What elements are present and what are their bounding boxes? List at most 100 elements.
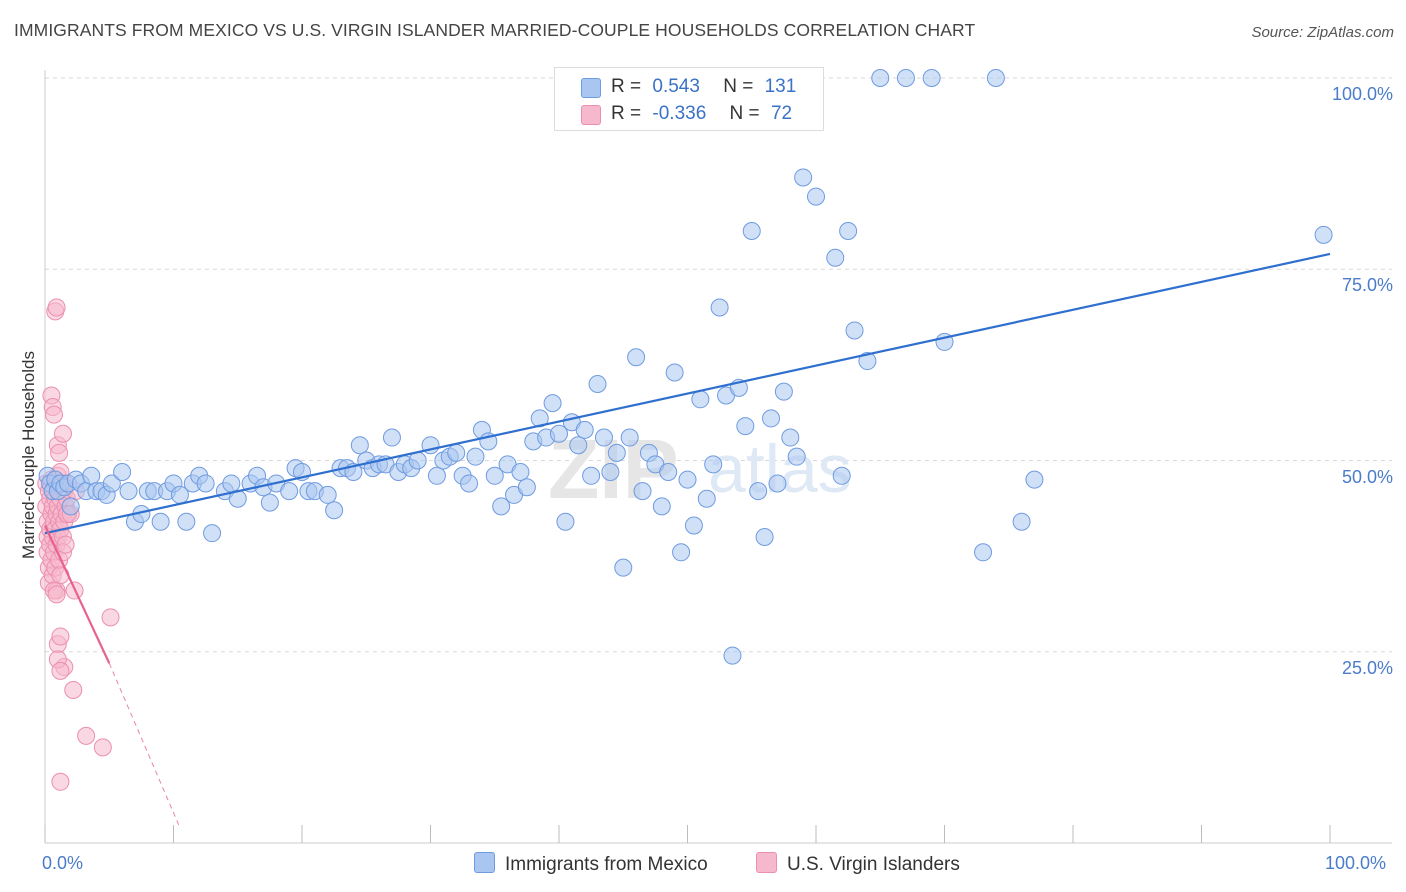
- data-point-mexico: [177, 512, 196, 531]
- grid-lines: [45, 77, 1392, 653]
- data-point-mexico: [427, 466, 446, 485]
- bottom-legend-label-virgin-islanders: U.S. Virgin Islanders: [787, 854, 960, 875]
- data-point-mexico: [614, 558, 633, 577]
- data-point-mexico: [986, 69, 1005, 87]
- data-point-mexico: [684, 516, 703, 535]
- data-point-mexico: [974, 543, 993, 562]
- series-virgin-islanders: [37, 298, 120, 791]
- data-point-mexico: [691, 390, 710, 409]
- data-point-virgin-islanders: [101, 608, 120, 627]
- data-point-mexico: [871, 69, 890, 87]
- data-point-mexico: [260, 493, 279, 512]
- legend-swatch-virgin-islanders: [581, 105, 601, 125]
- data-point-mexico: [588, 375, 607, 393]
- data-point-mexico: [774, 382, 793, 401]
- watermark-atlas: atlas: [708, 431, 852, 507]
- data-point-mexico: [601, 462, 620, 481]
- data-point-mexico: [61, 497, 80, 516]
- data-point-virgin-islanders: [93, 738, 112, 757]
- data-point-mexico: [839, 222, 858, 240]
- data-point-mexico: [203, 524, 222, 543]
- data-point-mexico: [543, 394, 562, 413]
- data-point-mexico: [858, 352, 877, 371]
- data-point-mexico: [633, 482, 652, 501]
- data-point-mexico: [620, 428, 639, 447]
- legend-r-value: -0.336: [652, 103, 707, 124]
- data-point-mexico: [922, 69, 941, 87]
- data-point-mexico: [82, 466, 101, 485]
- chart-title: IMMIGRANTS FROM MEXICO VS U.S. VIRGIN IS…: [14, 20, 976, 40]
- data-point-virgin-islanders: [51, 772, 70, 791]
- data-point-mexico: [665, 363, 684, 382]
- data-point-mexico: [723, 646, 742, 665]
- data-point-mexico: [755, 528, 774, 546]
- data-point-mexico: [678, 470, 697, 489]
- data-point-mexico: [672, 543, 691, 562]
- bottom-legend-swatch-mexico: [474, 852, 495, 873]
- data-point-mexico: [594, 428, 613, 447]
- data-point-mexico: [196, 474, 215, 493]
- data-point-mexico: [762, 409, 781, 428]
- data-point-mexico: [659, 462, 678, 481]
- data-point-virgin-islanders: [53, 424, 72, 443]
- data-point-virgin-islanders: [47, 298, 66, 317]
- data-point-mexico: [652, 497, 671, 516]
- data-point-mexico: [768, 474, 787, 493]
- x-tick-label-max: 100.0%: [1325, 853, 1387, 873]
- x-tick-label-min: 0.0%: [42, 853, 84, 873]
- data-point-mexico: [781, 428, 800, 447]
- data-point-mexico: [1025, 470, 1044, 489]
- legend-r-value: 0.543: [652, 76, 700, 97]
- data-point-mexico: [710, 298, 729, 317]
- data-point-mexico: [807, 187, 825, 206]
- data-point-mexico: [736, 417, 755, 436]
- y-tick-label: 75.0%: [1341, 275, 1393, 296]
- legend-r-label: R =: [611, 103, 642, 124]
- trend-lines: [44, 252, 1331, 828]
- data-point-mexico: [350, 436, 369, 455]
- data-point-mexico: [556, 512, 575, 531]
- data-point-mexico: [460, 474, 479, 493]
- data-point-mexico: [511, 462, 530, 481]
- data-point-mexico: [550, 424, 568, 443]
- legend-r-label: R =: [611, 76, 642, 97]
- data-point-mexico: [119, 482, 138, 501]
- data-point-virgin-islanders: [50, 443, 69, 462]
- data-point-mexico: [1314, 225, 1333, 244]
- data-point-mexico: [697, 489, 716, 508]
- data-point-mexico: [492, 497, 511, 516]
- bottom-legend-label-mexico: Immigrants from Mexico: [505, 854, 708, 875]
- y-tick-label: 25.0%: [1341, 657, 1393, 678]
- data-point-virgin-islanders: [44, 405, 63, 424]
- data-point-mexico: [569, 436, 588, 455]
- bottom-legend-mexico: Immigrants from Mexico: [474, 852, 708, 876]
- data-point-virgin-islanders: [51, 627, 70, 646]
- data-point-mexico: [280, 482, 299, 501]
- series-mexico: [38, 69, 1333, 665]
- data-point-mexico: [382, 428, 401, 447]
- data-point-mexico: [222, 474, 241, 493]
- data-point-mexico: [845, 321, 864, 340]
- source-label: Source: ZipAtlas.com: [1251, 24, 1394, 41]
- trend-line-mexico: [44, 252, 1331, 535]
- data-point-mexico: [325, 501, 344, 520]
- axes: [44, 70, 1392, 844]
- data-point-mexico: [742, 222, 761, 240]
- data-point-virgin-islanders: [51, 661, 70, 680]
- data-point-mexico: [102, 474, 121, 493]
- data-point-mexico: [826, 248, 845, 267]
- bottom-legend-swatch-virgin-islanders: [756, 852, 777, 873]
- data-point-mexico: [749, 482, 768, 501]
- data-point-mexico: [530, 409, 549, 428]
- data-point-mexico: [485, 466, 504, 485]
- data-point-mexico: [607, 443, 626, 462]
- trend-line-virgin-islanders: [44, 525, 111, 664]
- data-point-mexico: [794, 168, 813, 187]
- data-point-mexico: [113, 462, 132, 481]
- data-point-mexico: [318, 485, 337, 504]
- data-point-mexico: [1012, 512, 1031, 531]
- legend-n-value: 131: [764, 76, 797, 97]
- legend: R = 0.543 N = 131 R = -0.336 N = 72: [554, 67, 824, 131]
- y-tick-label: 100.0%: [1331, 84, 1393, 104]
